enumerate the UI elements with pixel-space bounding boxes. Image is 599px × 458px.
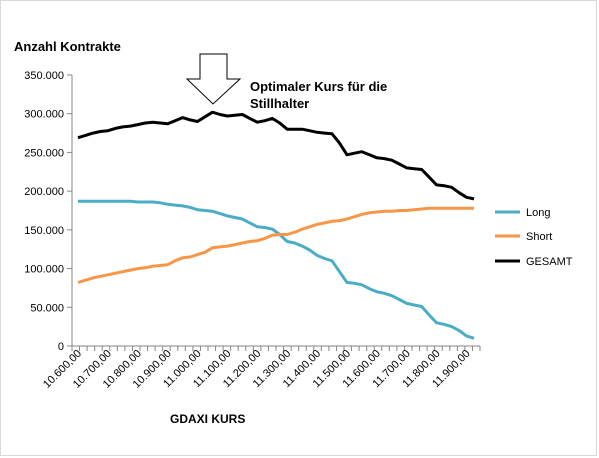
y-tick-label: 350.000: [24, 70, 64, 82]
y-tick-label: 150.000: [24, 225, 64, 237]
series-layer: [77, 110, 475, 340]
x-ticks: 10.600,0010.700,0010.800,0010.900,0011.0…: [41, 346, 481, 391]
annotation-line-1: Optimaler Kurs für die: [250, 79, 387, 94]
legend: Long Short GESAMT: [495, 207, 573, 268]
legend-label: Short: [526, 231, 552, 243]
series-line-short: [77, 206, 474, 284]
series-line-long: [78, 199, 475, 340]
series-line-gesamt: [77, 110, 475, 201]
y-tick-label: 50.000: [30, 302, 64, 314]
y-tick-label: 200.000: [24, 186, 64, 198]
y-tick-label: 100.000: [24, 264, 64, 276]
legend-label: Long: [526, 207, 550, 219]
chart-title: Anzahl Kontrakte: [14, 39, 121, 54]
x-axis: 10.600,0010.700,0010.800,0010.900,0011.0…: [41, 345, 481, 391]
y-tick-label: 300.000: [24, 109, 64, 121]
down-arrow-icon: [185, 53, 242, 105]
y-ticks: 0 50.000 100.000 150.000 200.000 250.000 300.0…: [24, 70, 72, 353]
annotation-line-2: Stillhalter: [250, 96, 309, 111]
legend-label: GESAMT: [526, 256, 573, 268]
y-tick-label: 0: [58, 341, 64, 353]
y-axis: 0 50.000 100.000 150.000 200.000 250.000 300.0…: [24, 70, 73, 353]
y-tick-label: 250.000: [24, 147, 64, 159]
annotation-arrow: [185, 53, 242, 105]
x-axis-title: GDAXI KURS: [170, 412, 245, 426]
